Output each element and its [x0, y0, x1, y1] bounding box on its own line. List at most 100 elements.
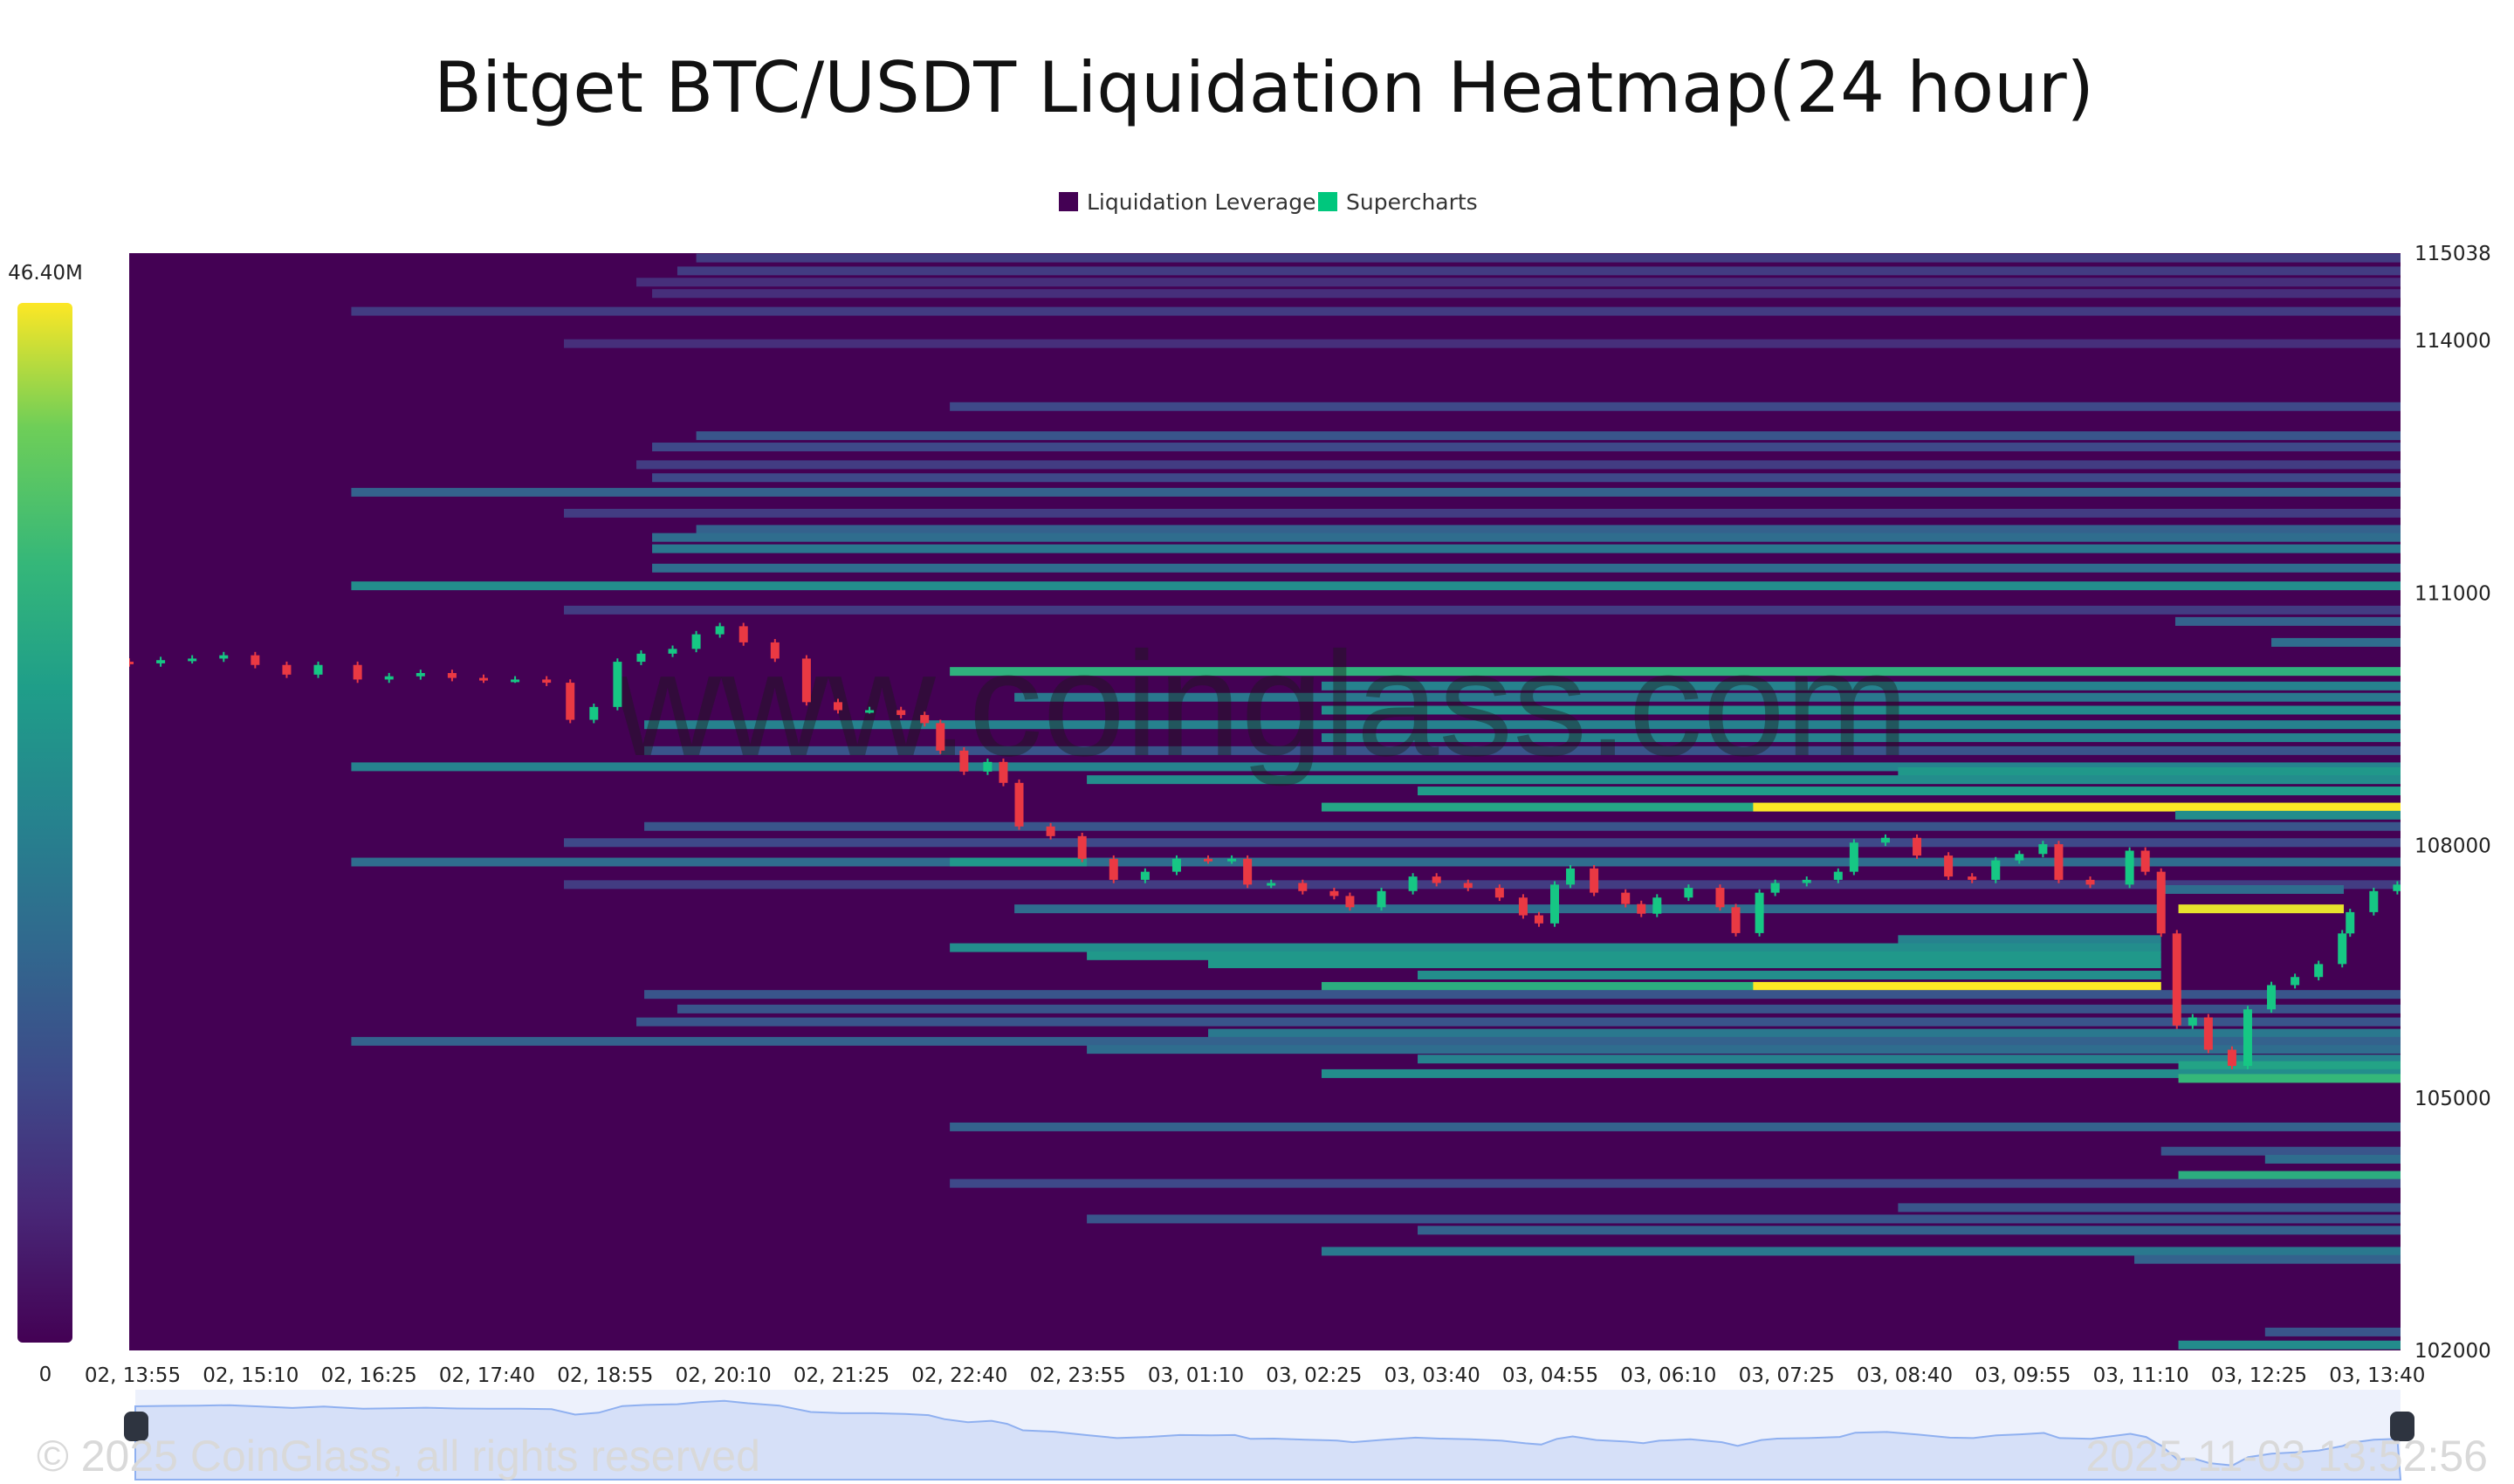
price-candle[interactable] [1140, 868, 1150, 883]
price-candle[interactable] [833, 698, 842, 714]
heatmap-band[interactable] [2264, 1154, 2401, 1164]
price-candle[interactable] [1046, 822, 1055, 840]
price-candle[interactable] [188, 655, 197, 664]
price-candle[interactable] [1991, 856, 2001, 883]
heatmap-band[interactable] [1898, 766, 2401, 776]
heatmap-band[interactable] [677, 266, 2401, 276]
heatmap-band[interactable] [2174, 616, 2401, 626]
price-candle[interactable] [447, 670, 457, 682]
heatmap-band[interactable] [950, 1122, 2401, 1131]
heatmap-band[interactable] [950, 1178, 2401, 1188]
legend[interactable]: Liquidation Leverage Supercharts [1059, 189, 1478, 215]
heatmap-band[interactable] [2178, 1340, 2401, 1350]
heatmap-band[interactable] [1321, 981, 2161, 991]
heatmap-band[interactable] [2160, 1146, 2401, 1156]
price-candle[interactable] [1550, 881, 1560, 927]
price-candle[interactable] [2085, 876, 2095, 889]
price-candle[interactable] [384, 672, 394, 684]
price-candle[interactable] [1518, 894, 1528, 919]
price-candle[interactable] [1377, 887, 1386, 911]
heatmap-band[interactable] [1898, 1203, 2401, 1213]
zoom-slider[interactable] [124, 1390, 2414, 1481]
slider-left-handle[interactable] [124, 1412, 148, 1441]
heatmap-band[interactable] [1208, 1028, 2401, 1038]
price-candle[interactable] [1849, 839, 1858, 876]
heatmap-band[interactable] [1753, 802, 2401, 812]
price-candle[interactable] [2393, 881, 2401, 895]
heatmap-band[interactable] [1208, 959, 2161, 969]
heatmap-band[interactable] [1321, 705, 2401, 715]
price-candle[interactable] [1534, 911, 1543, 927]
heatmap-band[interactable] [636, 278, 2401, 287]
price-candle[interactable] [1329, 887, 1339, 900]
price-candle[interactable] [1014, 779, 1024, 830]
heatmap-band[interactable] [564, 605, 2401, 615]
heatmap-band[interactable] [2160, 884, 2345, 894]
price-candle[interactable] [715, 622, 725, 638]
price-candle[interactable] [2267, 981, 2277, 1013]
heatmap-band[interactable] [564, 880, 2401, 890]
heatmap-band[interactable] [351, 306, 2401, 316]
price-candle[interactable] [2338, 930, 2347, 968]
price-candle[interactable] [1968, 873, 1977, 883]
price-candle[interactable] [2038, 841, 2048, 858]
heatmap-band[interactable] [644, 821, 2401, 831]
heatmap-band[interactable] [950, 857, 1088, 867]
heatmap-band[interactable] [644, 745, 2401, 755]
price-candle[interactable] [125, 658, 134, 667]
heatmap-band[interactable] [2264, 1327, 2401, 1336]
heatmap-band[interactable] [351, 857, 2401, 867]
heatmap-band[interactable] [1321, 1068, 2401, 1078]
price-candle[interactable] [983, 758, 993, 775]
price-candle[interactable] [2054, 841, 2064, 883]
heatmap-band[interactable] [564, 508, 2401, 518]
price-candle[interactable] [156, 656, 166, 667]
price-candle[interactable] [2140, 847, 2150, 876]
heatmap-band[interactable] [2178, 904, 2345, 914]
price-candle[interactable] [353, 661, 362, 684]
heatmap-band[interactable] [1418, 1226, 2401, 1235]
price-candle[interactable] [1652, 894, 1662, 917]
heatmap-band[interactable] [2134, 1254, 2401, 1264]
heatmap-band[interactable] [950, 667, 2401, 677]
legend-swatch-liquidation-leverage[interactable] [1059, 192, 1078, 211]
heatmap-band[interactable] [2178, 1061, 2401, 1070]
price-candle[interactable] [2188, 1013, 2197, 1029]
price-candle[interactable] [1204, 855, 1213, 864]
price-candle[interactable] [1494, 884, 1504, 902]
heatmap-band[interactable] [950, 943, 2161, 952]
heatmap-band[interactable] [677, 1004, 2401, 1013]
colorbar-gradient[interactable] [17, 303, 72, 1343]
heatmap-band[interactable] [652, 443, 2401, 452]
legend-label-supercharts[interactable]: Supercharts [1346, 189, 1478, 215]
heatmap-band[interactable] [351, 487, 2401, 497]
heatmap-band[interactable] [1321, 733, 2401, 743]
price-candle[interactable] [668, 645, 677, 657]
heatmap-band[interactable] [950, 402, 2401, 411]
heatmap-band[interactable] [1321, 1247, 2401, 1256]
price-candle[interactable] [1770, 879, 1780, 897]
price-candle[interactable] [1077, 832, 1087, 862]
price-candle[interactable] [2125, 847, 2134, 889]
price-candle[interactable] [2227, 1046, 2236, 1069]
heatmap-band[interactable] [636, 1017, 2401, 1027]
price-candle[interactable] [1880, 834, 1890, 847]
heatmap-band[interactable] [1087, 1214, 2401, 1224]
heatmap-band[interactable] [1418, 787, 2401, 796]
heatmap-band[interactable] [2178, 1074, 2401, 1083]
price-candle[interactable] [1109, 855, 1118, 883]
price-candle[interactable] [1590, 865, 1599, 897]
heatmap-band[interactable] [696, 431, 2401, 441]
price-candle[interactable] [1621, 889, 1631, 908]
price-candle[interactable] [896, 706, 906, 718]
price-candle[interactable] [1227, 855, 1237, 864]
price-candle[interactable] [1833, 868, 1843, 883]
price-candle[interactable] [478, 674, 488, 684]
heatmap-band[interactable] [1014, 904, 2161, 914]
price-candle[interactable] [1684, 884, 1693, 902]
price-candle[interactable] [613, 658, 622, 711]
price-candle[interactable] [1267, 879, 1276, 889]
heatmap-band[interactable] [564, 339, 2401, 348]
price-candle[interactable] [691, 630, 701, 653]
price-candle[interactable] [219, 651, 229, 663]
